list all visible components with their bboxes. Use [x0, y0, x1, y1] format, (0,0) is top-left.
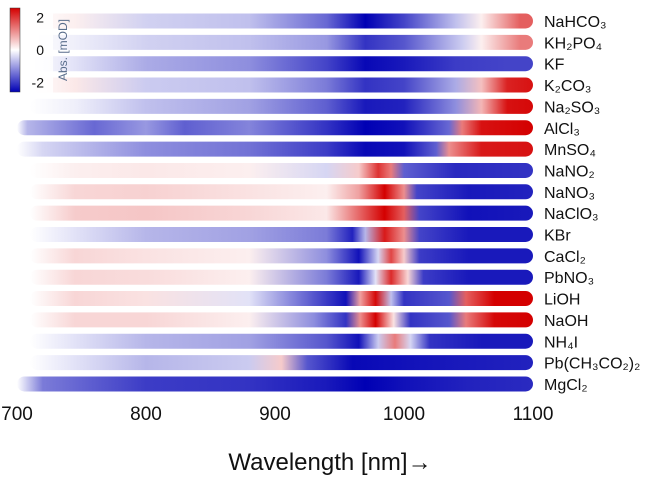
x-tick-label: 800: [130, 404, 162, 425]
heatmap-row: [29, 205, 534, 221]
row-label: MgCl₂: [544, 377, 588, 394]
colorbar-tick-label: -2: [32, 74, 45, 90]
row-label: NH₄I: [544, 334, 578, 351]
row-label: NaHCO₃: [544, 14, 607, 31]
colorbar-label: Abs. [mOD]: [56, 19, 70, 81]
row-labels: NaHCO₃ KH₂PO₄ KF K₂CO₃ Na₂SO₃ AlCl₃ MnSO₄ NaNO₂…: [544, 14, 640, 394]
heatmap-row: [29, 333, 534, 349]
row-label: AlCl₃: [544, 121, 580, 138]
row-label: NaNO₂: [544, 163, 595, 180]
heatmap-row: [17, 120, 533, 136]
row-label: Pb(CH₃CO₂)₂: [544, 356, 640, 373]
heatmap-row: [29, 162, 534, 178]
x-axis-label: Wavelength [nm]→: [228, 449, 431, 476]
x-axis-ticks: 700 800 900 1000 1100: [1, 404, 553, 425]
colorbar-gradient: [9, 7, 21, 93]
heatmap-row: [29, 312, 534, 328]
row-label: NaNO₃: [544, 185, 595, 202]
row-label: CaCl₂: [544, 249, 586, 266]
row-label: NaClO₃: [544, 206, 599, 223]
colorbar-tick-label: 2: [36, 10, 44, 26]
heatmap-row: [29, 98, 534, 114]
row-label: NaOH: [544, 313, 588, 330]
x-tick-label: 900: [259, 404, 291, 425]
heatmap-row: [29, 248, 534, 264]
row-label: Na₂SO₃: [544, 99, 600, 116]
heatmap-row: [29, 77, 534, 93]
heatmap-row: [29, 269, 534, 285]
heatmap-row: [29, 34, 534, 50]
heatmap-rows: [17, 13, 534, 392]
row-label: KH₂PO₄: [544, 35, 602, 52]
row-label: MnSO₄: [544, 142, 596, 159]
row-label: K₂CO₃: [544, 78, 591, 95]
x-tick-label: 1100: [513, 404, 554, 425]
heatmap-row: [29, 291, 534, 307]
heatmap-row: [29, 13, 534, 29]
heatmap-row: [29, 227, 534, 242]
heatmap-row: [29, 355, 534, 371]
row-label: KF: [544, 57, 565, 74]
x-tick-label: 1000: [383, 404, 425, 425]
row-label: KBr: [544, 228, 571, 245]
heatmap-row: [17, 376, 533, 392]
x-tick-label: 700: [1, 404, 33, 425]
colorbar-tick-label: 0: [36, 42, 44, 58]
heatmap-row: [17, 141, 533, 157]
row-label: LiOH: [544, 292, 580, 309]
heatmap-row: [29, 184, 534, 200]
colorbar-ticks: 2 0 -2: [32, 10, 45, 91]
colorbar: 2 0 -2 Abs. [mOD]: [6, 5, 70, 95]
heatmap-row: [29, 56, 534, 72]
row-label: PbNO₃: [544, 270, 594, 287]
